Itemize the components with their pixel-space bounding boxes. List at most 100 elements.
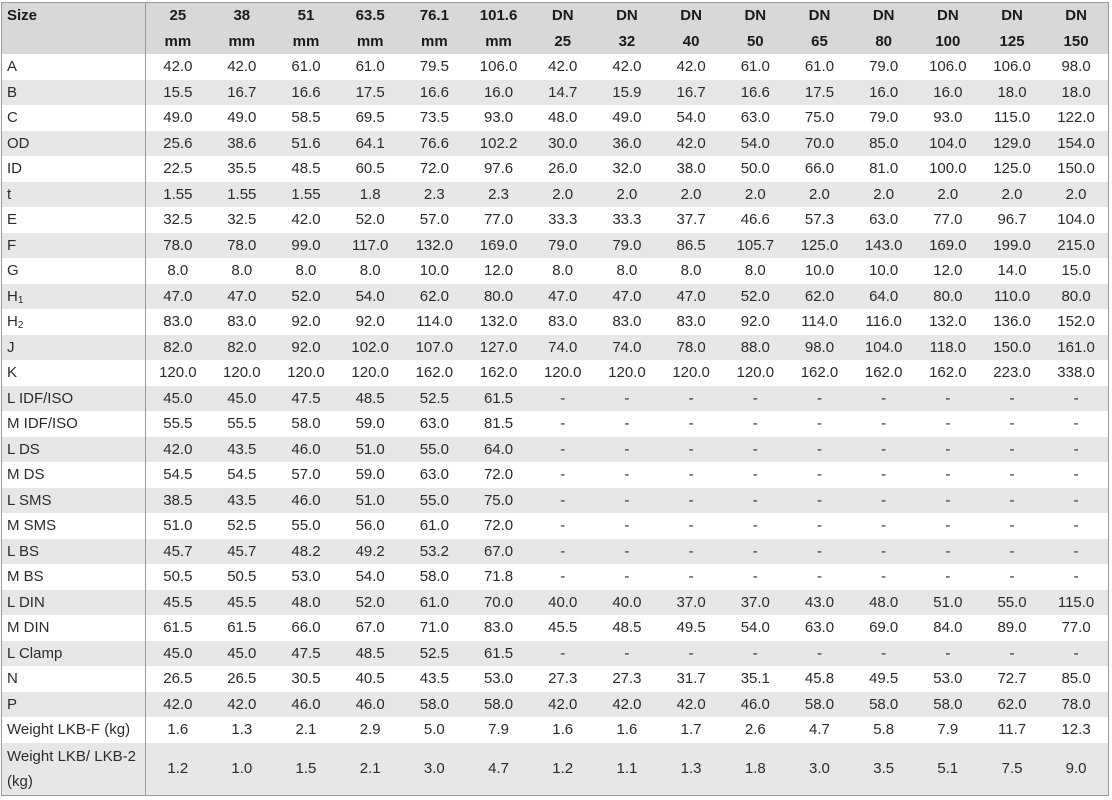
table-cell: 48.2 [291,542,321,560]
table-cell: 48.0 [548,109,578,127]
table-cell: 45.0 [227,389,257,407]
table-cell: 67.0 [355,619,385,637]
table-row: A 42.0 42.0 61.0 61.0 79.5 106.0 42.0 42.0 42.0 61… [1,54,1109,80]
table-cell: 5.1 [937,760,959,777]
row-label: ID [1,156,147,182]
row-label: L BS [1,538,147,564]
table-cell: 25.6 [163,134,193,152]
table-cell: 88.0 [740,338,770,356]
table-cell: 120.0 [672,364,710,382]
table-cell: 51.0 [933,593,963,611]
table-cell: 125.0 [800,236,839,254]
table-cell: 1.7 [680,721,702,739]
table-cell: 46.0 [291,695,321,713]
table-cell: 33.3 [548,211,578,229]
table-cell: 132.0 [415,236,454,254]
row-label-text: Weight LKB-F (kg) [7,721,131,739]
table-cell: 55.0 [419,440,449,458]
table-cell: 16.6 [740,83,770,101]
table-cell: 16.6 [291,83,321,101]
table-cell: 143.0 [864,236,903,254]
row-label-text: H [7,287,18,305]
table-row: L IDF/ISO 45.0 45.0 47.5 48.5 52.5 61.5 - - - - - - -… [1,385,1109,411]
table-cell: 223.0 [993,364,1031,382]
table-cell: 63.0 [419,415,449,433]
table-cell: 54.5 [227,466,257,484]
table-cell: 50.5 [227,568,257,586]
table-cell: 61.0 [355,58,385,76]
table-cell: - [945,491,951,509]
table-cell: - [1073,517,1079,535]
table-cell: - [816,517,822,535]
column-header-bottom: 40 [659,28,724,54]
table-cell: 10.0 [804,262,835,280]
table-cell: 1.3 [680,760,702,777]
row-label: A [1,54,147,80]
row-label-text: A [7,58,18,76]
table-cell: - [752,517,758,535]
table-cell: - [816,440,822,458]
table-cell: 102.2 [479,134,518,152]
table-cell: - [560,466,566,484]
table-cell: 46.0 [291,440,321,458]
table-cell: 83.0 [612,313,642,331]
table-row: C 49.0 49.0 58.5 69.5 73.5 93.0 48.0 49.0 54.0 63.… [1,105,1109,131]
table-cell: 61.0 [804,58,835,76]
table-cell: - [945,415,951,433]
table-cell: 36.0 [612,134,642,152]
row-label: Weight LKB-F (kg) [1,717,147,743]
table-cell: 129.0 [993,134,1031,152]
row-label-text: M DIN [7,619,50,637]
table-cell: 51.0 [355,491,385,509]
row-label-text: N [7,670,18,688]
column-header-bottom: 65 [787,28,852,54]
table-cell: 54.0 [676,109,706,127]
table-cell: - [624,466,630,484]
table-cell: 8.0 [744,262,766,280]
table-cell: 43.5 [227,491,257,509]
column-header-top: 51 [273,2,339,29]
column-header-bottom: 32 [594,28,660,54]
table-cell: 199.0 [993,236,1031,254]
table-cell: 61.5 [483,644,514,662]
table-cell: - [881,517,887,535]
column-header-bottom: mm [338,28,403,54]
row-label: B [1,79,147,105]
table-cell: 154.0 [1057,134,1095,152]
table-cell: 1.0 [231,760,253,777]
table-cell: 1.1 [616,760,638,777]
table-cell: 1.6 [167,721,189,739]
table-cell: 58.0 [419,568,449,586]
table-cell: 72.0 [483,517,514,535]
table-cell: 16.0 [933,83,963,101]
column-header-top: DN [979,2,1045,29]
table-cell: 77.0 [933,211,963,229]
table-row: L DS 42.0 43.5 46.0 51.0 55.0 64.0 - - - - - - - - - [1,436,1109,462]
header-row-bottom: mm mm mm mm mm mm 25 32 40 50 65 80 100 125 150 [2,28,1109,54]
column-header-top: DN [1044,2,1109,29]
table-cell: 60.5 [355,160,385,178]
table-cell: 58.0 [869,695,899,713]
table-cell: 30.0 [548,134,578,152]
table-cell: 80.0 [483,287,514,305]
table-cell: 50.5 [163,568,193,586]
table-cell: 52.0 [740,287,770,305]
table-cell: 64.0 [483,440,514,458]
table-cell: 12.3 [1061,721,1091,739]
table-cell: 78.0 [227,236,257,254]
table-cell: 106.0 [929,58,967,76]
table-cell: 30.5 [291,670,321,688]
table-row: K 120.0 120.0 120.0 120.0 162.0 162.0 120.0 120.… [1,360,1109,386]
table-cell: - [752,415,758,433]
table-cell: 35.1 [740,670,770,688]
table-cell: 80.0 [933,287,963,305]
table-cell: - [1073,568,1079,586]
table-row: H2 83.0 83.0 92.0 92.0 114.0 132.0 83.0 83.0 83.0… [1,309,1109,335]
table-cell: 2.0 [616,185,638,203]
table-cell: 75.0 [804,109,835,127]
table-cell: 1.55 [163,185,193,203]
table-cell: 38.6 [227,134,257,152]
table-cell: 84.0 [933,619,963,637]
table-cell: 72.7 [997,670,1027,688]
table-cell: 8.0 [167,262,189,280]
